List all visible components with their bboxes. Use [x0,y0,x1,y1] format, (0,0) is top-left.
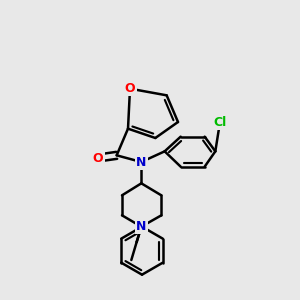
Text: N: N [136,155,146,169]
Text: Cl: Cl [213,116,226,128]
Text: O: O [125,82,135,95]
Text: N: N [136,220,146,233]
Text: O: O [93,152,103,164]
